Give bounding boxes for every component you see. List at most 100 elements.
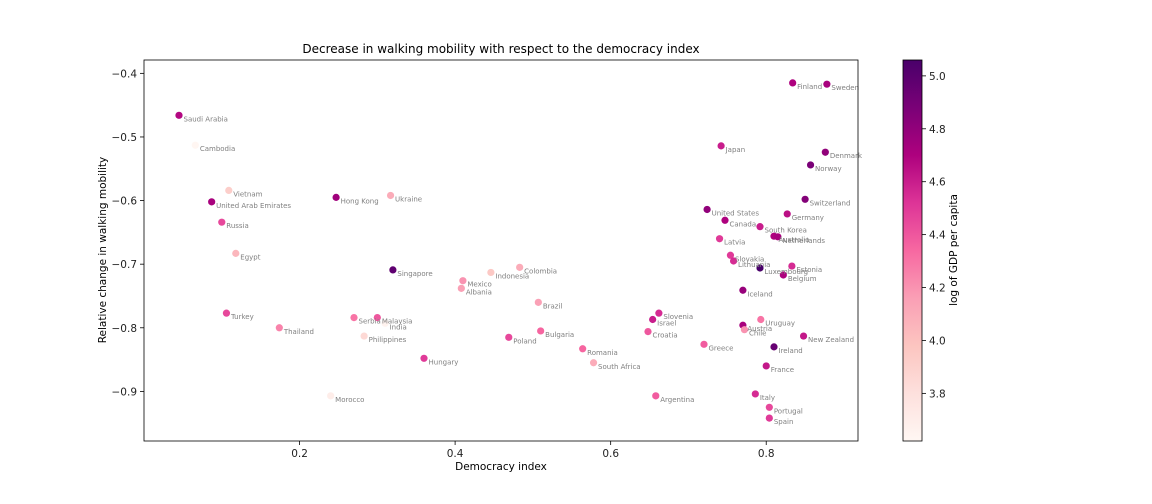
point-label: Thailand	[283, 328, 314, 336]
point-label: Albania	[466, 288, 492, 296]
data-point	[721, 216, 729, 224]
data-point	[457, 284, 465, 292]
point-label: Colombia	[524, 267, 557, 275]
data-point	[459, 277, 467, 285]
point-label: Bulgaria	[545, 331, 574, 339]
data-point	[765, 414, 773, 422]
data-point	[751, 390, 759, 398]
data-point	[765, 403, 773, 411]
point-label: Norway	[815, 165, 842, 173]
data-point	[717, 142, 725, 150]
point-label: Italy	[760, 394, 775, 402]
data-point	[487, 268, 495, 277]
point-label: Spain	[774, 418, 794, 426]
point-label: Sweden	[831, 84, 859, 92]
point-label: Denmark	[830, 152, 863, 160]
point-label: Serbia	[359, 318, 381, 326]
point-label: Canada	[730, 220, 757, 228]
x-axis-label: Democracy index	[455, 461, 547, 473]
point-label: France	[771, 366, 794, 374]
colorbar-tick-label: 4.6	[929, 177, 946, 189]
data-point	[756, 223, 764, 231]
data-point	[275, 324, 283, 332]
data-point	[222, 309, 231, 317]
data-point	[801, 195, 809, 203]
data-point	[726, 251, 735, 259]
point-label: Luxembourg	[765, 268, 809, 276]
data-point	[788, 262, 796, 270]
data-point	[789, 79, 797, 87]
data-point	[191, 141, 199, 149]
data-point	[774, 233, 782, 241]
point-label: Brazil	[543, 302, 563, 310]
data-point	[740, 326, 749, 334]
point-label: Lithuania	[738, 261, 770, 269]
data-point	[175, 111, 183, 119]
x-axis-ticks: 0.2 0.4 0.6 0.8	[291, 441, 775, 460]
x-tick-label: 0.6	[602, 448, 619, 460]
point-label: Greece	[709, 344, 734, 352]
data-point	[420, 354, 428, 362]
data-point	[806, 161, 815, 169]
chart-title: Decrease in walking mobility with respec…	[302, 42, 699, 56]
x-tick-label: 0.8	[758, 448, 775, 460]
point-label: Australia	[779, 236, 810, 244]
data-point	[381, 319, 389, 327]
data-point	[225, 186, 233, 194]
data-point	[579, 345, 587, 353]
point-label: Croatia	[653, 332, 678, 340]
data-point	[739, 286, 747, 294]
data-point	[700, 340, 708, 348]
point-label: India	[390, 323, 407, 331]
point-label: Belgium	[788, 275, 817, 283]
colorbar-tick-label: 4.0	[929, 335, 946, 347]
data-point	[386, 191, 395, 200]
y-tick-label: −0.5	[112, 132, 138, 144]
y-tick-label: −0.6	[112, 196, 138, 208]
point-label: Switzerland	[810, 199, 851, 207]
point-label: Singapore	[397, 270, 432, 278]
point-labels: Saudi Arabia Cambodia Vietnam United Arab E…	[184, 83, 863, 426]
data-point	[783, 210, 791, 218]
data-point	[505, 333, 513, 341]
point-label: Latvia	[724, 239, 745, 247]
data-point	[589, 359, 598, 367]
point-label: Argentina	[660, 396, 694, 404]
data-point	[799, 332, 808, 340]
point-label: United Arab Emirates	[216, 202, 291, 210]
y-tick-label: −0.9	[112, 386, 138, 398]
point-label: Hong Kong	[341, 197, 379, 205]
colorbar-tick-label: 4.2	[929, 283, 946, 295]
point-label: Russia	[226, 222, 249, 230]
point-label: Israel	[657, 320, 676, 328]
point-label: United States	[712, 209, 760, 217]
point-label: Chile	[749, 330, 767, 338]
point-label: South Korea	[765, 227, 807, 235]
point-label: Ukraine	[395, 195, 422, 203]
point-label: Portugal	[774, 407, 803, 415]
point-label: Germany	[792, 214, 824, 222]
colorbar-ticks: 3.8 4.0 4.2 4.4 4.6 4.8 5.0	[922, 71, 946, 400]
point-label: South Africa	[598, 363, 641, 371]
point-label: Philippines	[369, 336, 407, 344]
point-label: New Zealand	[808, 336, 854, 344]
data-point	[389, 266, 397, 274]
data-point	[534, 298, 542, 306]
x-tick-label: 0.4	[447, 448, 464, 460]
point-label: Turkey	[230, 313, 254, 321]
data-point	[208, 198, 216, 206]
colorbar-tick-label: 3.8	[929, 388, 946, 400]
y-axis-label: Relative change in walking mobility	[97, 157, 109, 344]
point-label: Romania	[587, 349, 618, 357]
y-tick-label: −0.4	[112, 68, 138, 80]
data-point	[757, 315, 765, 324]
y-tick-label: −0.7	[112, 259, 138, 271]
point-label: Finland	[797, 83, 822, 91]
point-label: Uruguay	[765, 320, 795, 328]
point-label: Slovenia	[663, 313, 693, 321]
point-label: Cambodia	[200, 145, 235, 153]
point-label: Estonia	[796, 266, 822, 274]
point-label: Indonesia	[495, 272, 529, 280]
data-point	[652, 392, 660, 400]
y-axis-ticks: −0.4 −0.5 −0.6 −0.7 −0.8 −0.9	[112, 68, 144, 398]
